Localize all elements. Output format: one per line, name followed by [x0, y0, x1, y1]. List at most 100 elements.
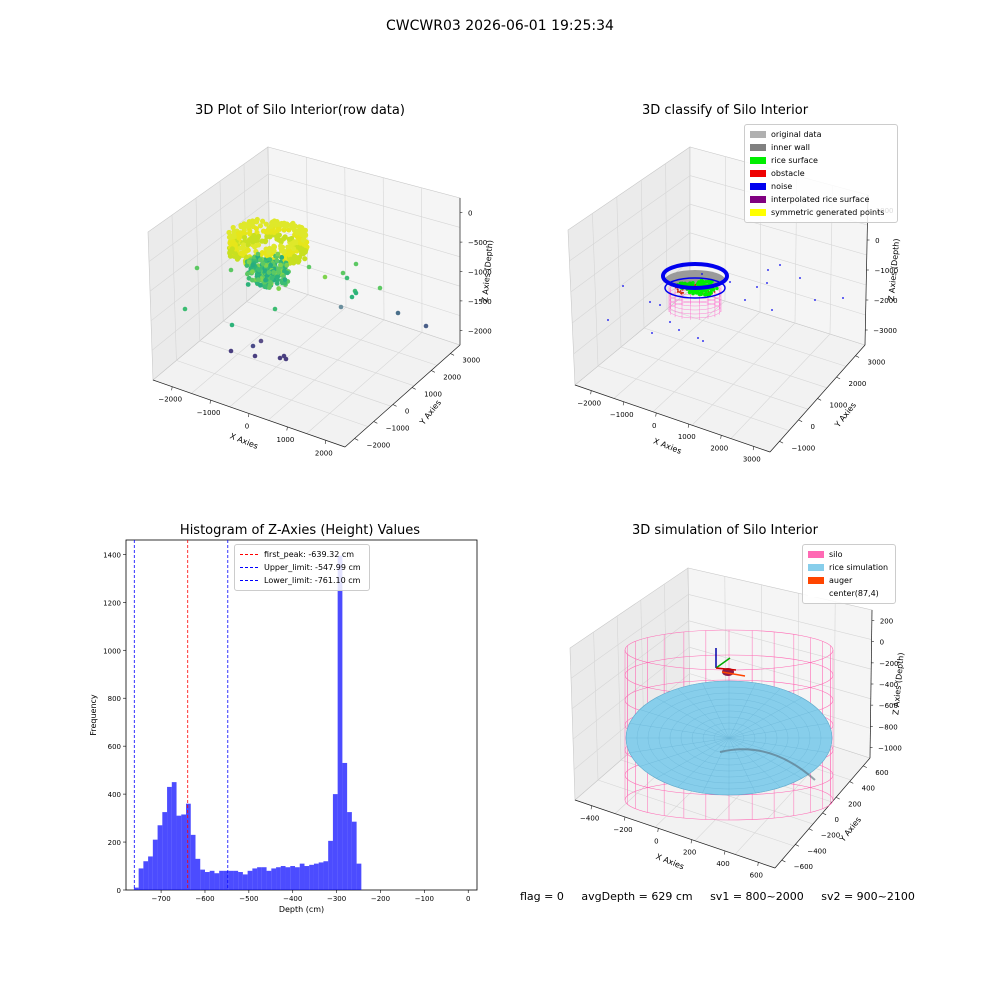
p4-y-tick: −400 [807, 847, 826, 855]
p4-z-tick: −400 [879, 681, 898, 689]
p1-noise-point [349, 294, 355, 300]
p1-ring-point [263, 221, 269, 227]
p4-x-tick-mark [657, 828, 659, 832]
p4-rice-mesh [677, 688, 730, 739]
legend-label: inner wall [771, 143, 811, 152]
p2-x-tick-mark [655, 412, 657, 417]
legend-label: auger [829, 576, 853, 585]
p4-grid-line [571, 620, 689, 710]
p4-xlabel: X Axies [655, 852, 686, 871]
p1-ring-point [254, 216, 260, 223]
legend-entry: original data [750, 128, 892, 141]
p1-grid-line [382, 177, 385, 320]
p1-surface-point [260, 261, 266, 266]
p3-x-tick: 0 [466, 895, 470, 903]
p2-y-tick: −1000 [792, 444, 816, 452]
p1-ring-point [250, 236, 256, 243]
p2-x-tick-mark [687, 424, 690, 428]
p1-ring-point [226, 229, 232, 236]
p2-grid-line [569, 175, 691, 262]
p3-bar [252, 868, 258, 890]
p2-noise-point [766, 282, 768, 284]
p1-ring-point [271, 229, 277, 236]
p4-y-tick: 400 [862, 785, 875, 793]
p3-x-tick: −600 [195, 895, 214, 903]
legend-label: rice surface [771, 156, 818, 165]
p3-ylabel: Frequency [89, 694, 98, 736]
flag-status: flag = 0 [520, 890, 564, 903]
p4-rice-mesh [728, 688, 781, 739]
p1-grid-line [306, 157, 309, 295]
p1-noise-point [258, 338, 264, 344]
p1-noise-point [377, 285, 383, 291]
p3-bar [285, 867, 291, 890]
p3-bar [138, 868, 144, 890]
p1-surface-point [284, 262, 290, 268]
p2-noise-point [701, 273, 703, 275]
p1-ring-point [230, 239, 236, 245]
p1-surface-point [275, 251, 281, 257]
p3-y-tick: 1200 [103, 599, 121, 607]
p3-xlabel: Depth (cm) [279, 905, 324, 914]
p4-rice-mesh [639, 737, 730, 767]
p4-rice-mesh [728, 682, 756, 739]
p2-grid-line [640, 180, 645, 329]
legend-label: center(87,4) [829, 589, 879, 598]
p2-grid-line [652, 311, 761, 413]
p3-x-tick: −400 [283, 895, 302, 903]
p2-grid-line [691, 322, 796, 426]
avg-depth-status: avgDepth = 629 cm [581, 890, 693, 903]
p1-ring-point [247, 228, 253, 234]
p1-grid-line [268, 173, 461, 228]
p1-ring-point [257, 223, 264, 229]
p4-rice-mesh [728, 723, 829, 739]
p1-ring-point [236, 235, 242, 241]
p3-y-tick: 1400 [103, 551, 121, 559]
legend-line-swatch [240, 567, 258, 568]
p4-grid-line [597, 779, 795, 847]
p3-y-tick: 1000 [103, 647, 121, 655]
p1-grid-line [171, 214, 177, 361]
p1-xlabel: X Axies [229, 431, 260, 450]
p3-bar [152, 839, 158, 890]
p2-y-tick: 0 [811, 423, 815, 431]
p1-ring-point [288, 235, 295, 242]
p4-center-axis-x [715, 667, 737, 671]
p4-grid-line [616, 615, 622, 761]
p1-ring-point [240, 249, 246, 255]
p1-ring-point [235, 230, 242, 237]
p2-noise-point [622, 285, 624, 287]
p1-noise-point [338, 304, 344, 310]
p4-grid-line [593, 631, 599, 781]
legend-label: obstacle [771, 169, 805, 178]
p2-noise-point [659, 304, 661, 306]
p1-surface-point [274, 258, 280, 264]
p2-noise-point [771, 309, 773, 311]
p1-z-tick: −500 [468, 239, 487, 247]
p2-noise-point [607, 319, 609, 321]
legend-label: original data [771, 130, 822, 139]
p4-rice-mesh [656, 697, 730, 739]
legend-entry: obstacle [750, 167, 892, 180]
p4-rice-mesh [629, 737, 730, 753]
p1-noise-point [252, 353, 258, 359]
p1-surface-point [262, 268, 268, 274]
p4-y-tick: 600 [875, 769, 888, 777]
p1-ring-point [286, 249, 292, 255]
p2-z-tick: 0 [875, 237, 879, 245]
p3-bar [328, 840, 333, 890]
p4-grid-line [689, 646, 871, 700]
p2-obstacle-point [677, 288, 679, 291]
p1-ring-point [291, 239, 298, 245]
p3-bar [133, 887, 139, 890]
p3-bar [318, 862, 324, 890]
p2-y-tick: 2000 [849, 380, 867, 388]
p3-bar [342, 762, 348, 890]
p2-noise-point [669, 321, 671, 323]
p1-surface-point [267, 257, 273, 263]
p1-surface-point [266, 270, 272, 275]
p3-bar [162, 812, 168, 890]
p1-ring-point [270, 247, 276, 253]
legend-entry: auger [808, 574, 890, 587]
p1-noise-point [340, 270, 346, 276]
